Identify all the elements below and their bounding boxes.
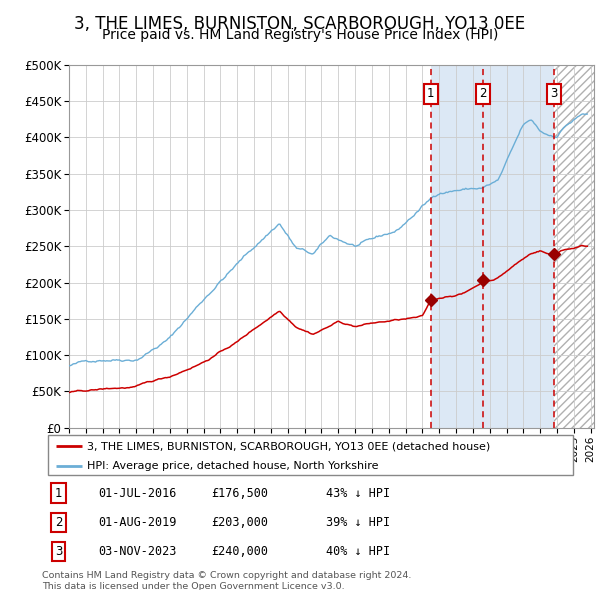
Text: HPI: Average price, detached house, North Yorkshire: HPI: Average price, detached house, Nort… [88, 461, 379, 471]
Text: 01-AUG-2019: 01-AUG-2019 [98, 516, 176, 529]
Text: 3: 3 [55, 545, 62, 558]
Text: 43% ↓ HPI: 43% ↓ HPI [326, 487, 391, 500]
Bar [482, 65, 554, 428]
Text: 40% ↓ HPI: 40% ↓ HPI [326, 545, 391, 558]
Text: 01-JUL-2016: 01-JUL-2016 [98, 487, 176, 500]
Bar [554, 65, 594, 428]
Bar [431, 65, 482, 428]
Text: Price paid vs. HM Land Registry's House Price Index (HPI): Price paid vs. HM Land Registry's House … [102, 28, 498, 42]
Text: 1: 1 [55, 487, 62, 500]
FancyBboxPatch shape [48, 435, 573, 475]
Text: 3: 3 [551, 87, 558, 100]
Text: 2: 2 [55, 516, 62, 529]
Text: 03-NOV-2023: 03-NOV-2023 [98, 545, 176, 558]
Text: £240,000: £240,000 [211, 545, 268, 558]
Text: £176,500: £176,500 [211, 487, 268, 500]
Text: 39% ↓ HPI: 39% ↓ HPI [326, 516, 391, 529]
Text: 2: 2 [479, 87, 487, 100]
Text: Contains HM Land Registry data © Crown copyright and database right 2024.
This d: Contains HM Land Registry data © Crown c… [42, 571, 412, 590]
Text: 3, THE LIMES, BURNISTON, SCARBOROUGH, YO13 0EE (detached house): 3, THE LIMES, BURNISTON, SCARBOROUGH, YO… [88, 441, 491, 451]
Text: 1: 1 [427, 87, 434, 100]
Text: £203,000: £203,000 [211, 516, 268, 529]
Text: 3, THE LIMES, BURNISTON, SCARBOROUGH, YO13 0EE: 3, THE LIMES, BURNISTON, SCARBOROUGH, YO… [74, 15, 526, 33]
